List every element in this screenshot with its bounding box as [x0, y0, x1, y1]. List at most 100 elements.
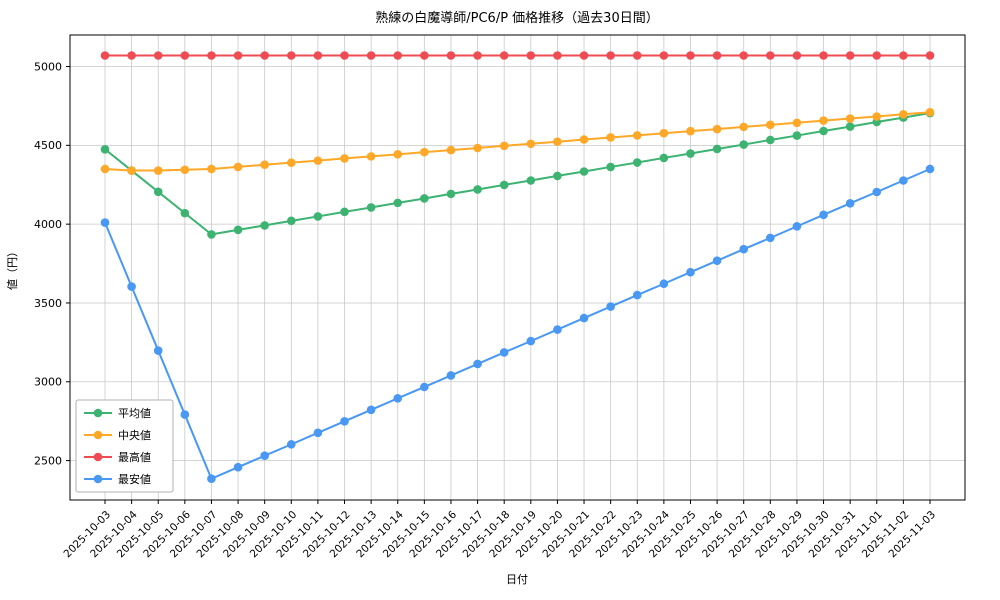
data-point-median [899, 109, 908, 119]
data-point-median [286, 158, 296, 167]
data-point-median [526, 139, 536, 149]
data-point-min [286, 440, 296, 449]
data-point-min [872, 187, 882, 197]
series-line-median [104, 111, 931, 172]
legend-swatch-marker-average [93, 408, 103, 418]
data-point-max [420, 51, 429, 60]
data-point-average [153, 187, 163, 197]
data-point-average [845, 122, 855, 131]
data-point-average [686, 149, 695, 158]
data-point-average [659, 153, 669, 163]
data-point-median [499, 141, 509, 151]
data-point-max [739, 51, 749, 60]
data-point-max [845, 51, 855, 60]
data-point-max [473, 51, 482, 60]
data-point-median [766, 120, 775, 130]
y-tick-label: 4500 [34, 139, 62, 152]
data-point-min [180, 410, 190, 419]
data-point-average [766, 135, 775, 145]
data-point-max [446, 51, 456, 60]
data-point-median [473, 143, 482, 153]
legend-label-average: 平均値 [118, 407, 151, 420]
data-point-min [233, 462, 243, 472]
data-point-median [819, 116, 828, 125]
y-tick-label: 5000 [34, 60, 62, 73]
series-min [100, 164, 935, 484]
data-point-max [899, 51, 908, 60]
data-point-median [420, 147, 429, 157]
data-point-average [473, 185, 482, 194]
data-point-median [606, 133, 615, 142]
x-axis-label: 日付 [506, 573, 528, 586]
data-point-max [553, 51, 562, 60]
data-point-median [233, 162, 243, 172]
data-point-min [499, 348, 509, 357]
data-point-max [686, 51, 695, 60]
data-point-min [100, 218, 110, 227]
series-max [100, 51, 935, 60]
data-point-average [499, 180, 509, 190]
data-point-min [632, 290, 642, 300]
plot-border [69, 34, 966, 501]
data-point-average [313, 212, 323, 221]
data-point-average [420, 194, 429, 203]
data-point-median [579, 135, 589, 144]
data-point-average [792, 131, 802, 140]
legend-swatch-marker-median [93, 430, 103, 440]
data-point-median [925, 107, 935, 117]
data-point-max [606, 51, 615, 60]
data-point-median [260, 160, 269, 170]
data-point-max [632, 51, 642, 60]
y-tick-label: 4000 [34, 218, 62, 231]
legend-label-median: 中央値 [118, 429, 151, 442]
data-point-median [446, 145, 456, 155]
data-point-min [313, 428, 323, 438]
data-point-max [499, 51, 509, 60]
data-point-average [260, 221, 269, 230]
data-point-median [845, 114, 855, 123]
y-tick-label: 2500 [34, 454, 62, 467]
data-point-average [579, 167, 589, 176]
data-point-min [260, 451, 269, 461]
data-point-median [553, 137, 562, 147]
data-point-min [579, 313, 589, 323]
data-point-median [127, 166, 136, 175]
data-point-median [739, 122, 749, 132]
data-point-max [712, 51, 722, 60]
data-point-max [286, 51, 296, 60]
data-point-median [393, 150, 403, 159]
data-point-max [233, 51, 243, 60]
series-median [100, 107, 935, 175]
legend-item-average: 平均値 [84, 407, 151, 420]
grid-lines [70, 35, 965, 500]
data-point-median [207, 164, 216, 174]
plot-area: 2025-10-032025-10-042025-10-052025-10-06… [34, 34, 966, 560]
data-point-min [819, 210, 828, 220]
data-point-min [393, 394, 403, 403]
data-point-max [659, 51, 669, 60]
legend-item-max: 最高値 [84, 450, 151, 464]
data-point-average [606, 162, 615, 172]
data-point-median [340, 154, 349, 163]
data-point-min [792, 222, 802, 231]
data-point-min [766, 233, 775, 243]
data-point-average [233, 225, 243, 235]
data-point-median [180, 165, 190, 175]
data-point-max [207, 51, 216, 60]
data-point-min [899, 176, 908, 185]
axis-ticks [66, 66, 931, 504]
legend-swatch-marker-max [93, 452, 103, 462]
data-point-min [712, 256, 722, 266]
data-point-max [393, 51, 403, 60]
data-point-min [207, 474, 216, 484]
data-point-average [286, 216, 296, 226]
data-point-min [340, 417, 349, 426]
data-point-average [446, 189, 456, 199]
data-point-average [712, 144, 722, 154]
data-point-median [313, 156, 323, 165]
data-point-median [632, 131, 642, 140]
data-point-max [153, 51, 163, 60]
data-point-min [845, 199, 855, 208]
